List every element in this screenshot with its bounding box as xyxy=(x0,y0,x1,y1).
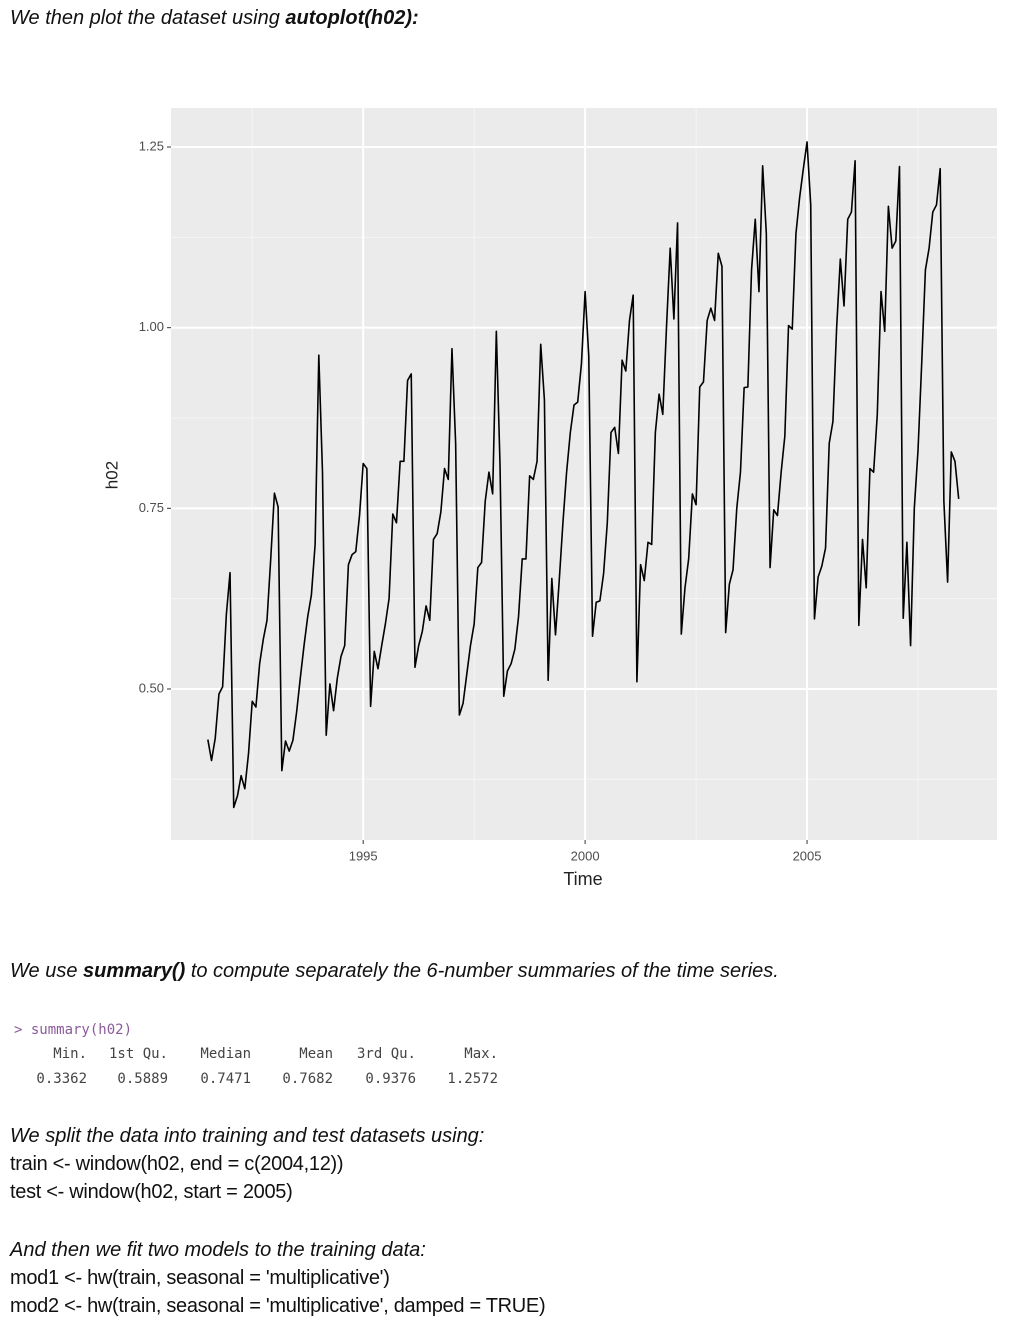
summary-value: 0.3362 xyxy=(36,1071,87,1087)
summary-value: 0.9376 xyxy=(365,1071,416,1087)
console-command: > summary(h02) xyxy=(14,1022,133,1038)
x-tick-label: 2000 xyxy=(571,848,600,863)
y-tick-label: 1.00 xyxy=(139,319,164,334)
code: summary() xyxy=(83,960,186,982)
y-axis-label: h02 xyxy=(102,461,121,489)
code-line: train <- window(h02, end = c(2004,12)) xyxy=(10,1153,344,1175)
series-line xyxy=(207,141,960,809)
summary-header: Max. xyxy=(464,1046,498,1062)
code-line: mod2 <- hw(train, seasonal = 'multiplica… xyxy=(10,1295,546,1317)
x-tick-label: 2005 xyxy=(793,848,822,863)
summary-header: Min. xyxy=(53,1046,87,1062)
code-line: test <- window(h02, start = 2005) xyxy=(10,1181,293,1203)
summary-header: Mean xyxy=(299,1046,333,1062)
intro-code: autoplot(h02): xyxy=(285,7,419,29)
summary-text: We use summary() to compute separately t… xyxy=(10,960,779,983)
split-text: We split the data into training and test… xyxy=(10,1125,485,1147)
y-tick-label: 1.25 xyxy=(139,138,164,153)
summary-header: Median xyxy=(200,1046,251,1062)
y-tick-label: 0.50 xyxy=(139,680,164,695)
fit-text: And then we fit two models to the traini… xyxy=(10,1239,426,1261)
x-tick-label: 1995 xyxy=(349,848,378,863)
summary-header: 3rd Qu. xyxy=(356,1046,416,1062)
summary-value: 0.7682 xyxy=(282,1071,333,1087)
text: to compute separately the 6-number summa… xyxy=(185,960,779,982)
summary-value: 0.7471 xyxy=(200,1071,251,1087)
text: We use xyxy=(10,960,83,982)
summary-value: 0.5889 xyxy=(117,1071,168,1087)
code-line: mod1 <- hw(train, seasonal = 'multiplica… xyxy=(10,1267,390,1289)
summary-header: 1st Qu. xyxy=(108,1046,168,1062)
intro-text: We then plot the dataset using autoplot(… xyxy=(10,7,419,30)
y-tick-label: 0.75 xyxy=(139,500,164,515)
summary-value: 1.2572 xyxy=(447,1071,498,1087)
plot-panel xyxy=(171,108,997,840)
x-axis-label: Time xyxy=(563,869,602,889)
intro: We then plot the dataset using xyxy=(10,7,286,29)
chart: Time h02 1995 2000 2005 0.50 0.75 1.00 1.25 xyxy=(102,108,997,889)
